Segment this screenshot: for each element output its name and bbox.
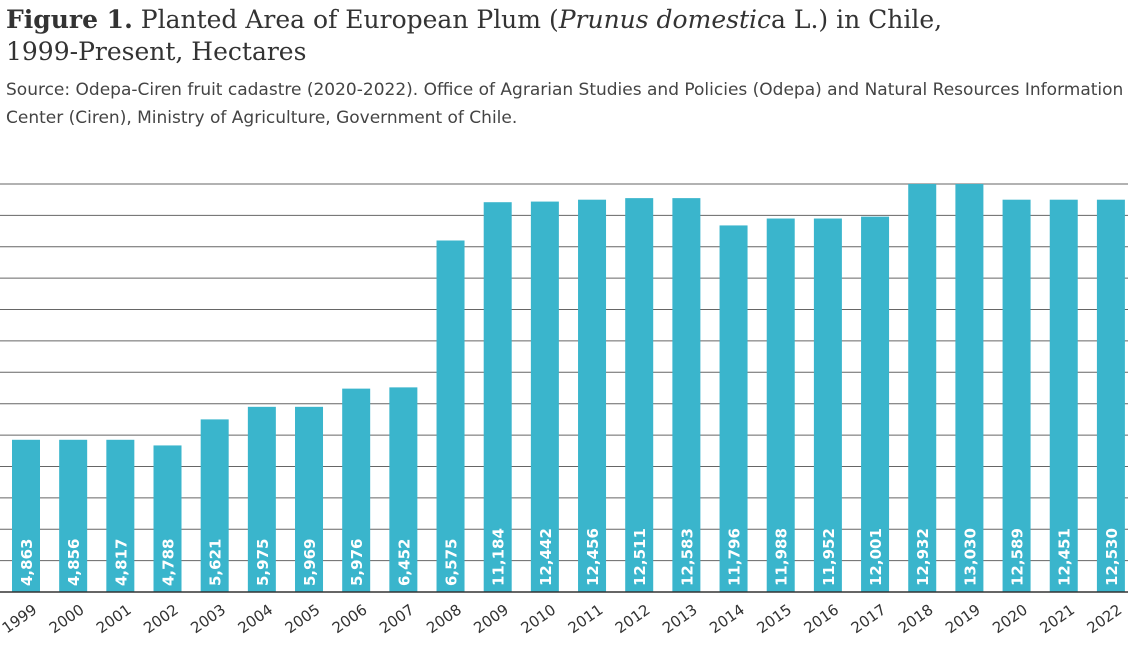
chart-source: Source: Odepa-Ciren fruit cadastre (2020… bbox=[6, 80, 1124, 128]
x-tick-2009: 2009 bbox=[470, 601, 512, 638]
bar-2019 bbox=[955, 184, 984, 592]
x-tick-2014: 2014 bbox=[706, 601, 748, 638]
x-tick-2021: 2021 bbox=[1036, 601, 1078, 638]
data-label-2001: 4,817 bbox=[112, 539, 130, 586]
data-label-1999: 4,863 bbox=[18, 539, 36, 586]
x-tick-2018: 2018 bbox=[895, 601, 937, 638]
data-label-2017: 12,001 bbox=[867, 528, 885, 586]
x-tick-2017: 2017 bbox=[848, 601, 890, 638]
x-tick-2002: 2002 bbox=[140, 601, 182, 638]
x-tick-2022: 2022 bbox=[1084, 601, 1126, 638]
data-label-2000: 4,856 bbox=[65, 539, 83, 586]
x-tick-2010: 2010 bbox=[518, 601, 560, 638]
data-label-2004: 5,975 bbox=[254, 539, 272, 586]
bar-2021 bbox=[1049, 199, 1078, 592]
bar-2007 bbox=[389, 387, 418, 592]
bar-2020 bbox=[1002, 199, 1031, 592]
bar-2000 bbox=[59, 439, 88, 592]
chart-title: Figure 1. Planted Area of European Plum … bbox=[6, 4, 942, 68]
bar-2014 bbox=[719, 225, 748, 593]
data-label-2012: 12,511 bbox=[631, 528, 649, 586]
x-tick-2007: 2007 bbox=[376, 601, 418, 638]
data-label-2003: 5,621 bbox=[207, 539, 225, 586]
title-part: a L.) in Chile, bbox=[770, 5, 943, 34]
x-tick-2019: 2019 bbox=[942, 601, 984, 638]
data-label-2013: 12,583 bbox=[678, 528, 696, 586]
x-tick-2003: 2003 bbox=[187, 601, 229, 638]
bar-2013 bbox=[672, 198, 701, 592]
x-tick-2011: 2011 bbox=[565, 601, 607, 638]
data-label-2008: 6,575 bbox=[443, 539, 461, 586]
bar-1999 bbox=[12, 439, 40, 592]
x-tick-2006: 2006 bbox=[329, 601, 371, 638]
bar-2018 bbox=[908, 184, 937, 592]
bar-2001 bbox=[106, 439, 135, 592]
bar-2005 bbox=[295, 406, 324, 592]
x-tick-2005: 2005 bbox=[282, 601, 324, 638]
data-label-2010: 12,442 bbox=[537, 528, 555, 586]
x-tick-2016: 2016 bbox=[801, 601, 843, 638]
title-italic: Prunus domestic bbox=[558, 5, 771, 34]
bar-2012 bbox=[625, 198, 654, 592]
figure-label: Figure 1. bbox=[6, 5, 133, 34]
data-label-2022: 12,530 bbox=[1103, 528, 1121, 586]
x-tick-2012: 2012 bbox=[612, 601, 654, 638]
x-tick-1999: 1999 bbox=[0, 601, 40, 638]
data-label-2007: 6,452 bbox=[395, 539, 413, 586]
bar-2010 bbox=[530, 201, 559, 592]
title-line2: 1999-Present, Hectares bbox=[6, 37, 307, 66]
x-tick-2015: 2015 bbox=[753, 601, 795, 638]
data-label-2016: 11,952 bbox=[820, 528, 838, 586]
data-label-2014: 11,796 bbox=[726, 528, 744, 586]
title-part: Planted Area of European Plum ( bbox=[140, 5, 559, 34]
bar-2015 bbox=[766, 218, 795, 592]
x-tick-2013: 2013 bbox=[659, 601, 701, 638]
bar-2022 bbox=[1096, 199, 1125, 592]
bar-2002 bbox=[153, 445, 182, 592]
data-label-2002: 4,788 bbox=[160, 539, 178, 586]
bar-2016 bbox=[813, 218, 842, 592]
data-label-2009: 11,184 bbox=[490, 528, 508, 586]
bar-2009 bbox=[483, 202, 512, 593]
data-label-2015: 11,988 bbox=[773, 528, 791, 586]
data-label-2018: 12,932 bbox=[914, 528, 932, 586]
x-tick-2008: 2008 bbox=[423, 601, 465, 638]
bar-2017 bbox=[861, 216, 890, 592]
x-tick-2000: 2000 bbox=[46, 601, 88, 638]
data-label-2005: 5,969 bbox=[301, 539, 319, 586]
bar-2006 bbox=[342, 388, 371, 592]
data-label-2021: 12,451 bbox=[1056, 528, 1074, 586]
x-tick-2020: 2020 bbox=[989, 601, 1031, 638]
data-label-2006: 5,976 bbox=[348, 539, 366, 586]
bar-2011 bbox=[578, 199, 607, 592]
x-tick-2004: 2004 bbox=[235, 601, 277, 638]
x-tick-2001: 2001 bbox=[93, 601, 135, 638]
data-label-2020: 12,589 bbox=[1009, 528, 1027, 586]
bar-2008 bbox=[436, 240, 465, 592]
data-label-2011: 12,456 bbox=[584, 528, 602, 586]
bar-2003 bbox=[200, 419, 229, 592]
bar-2004 bbox=[247, 406, 276, 592]
data-label-2019: 13,030 bbox=[961, 528, 979, 586]
